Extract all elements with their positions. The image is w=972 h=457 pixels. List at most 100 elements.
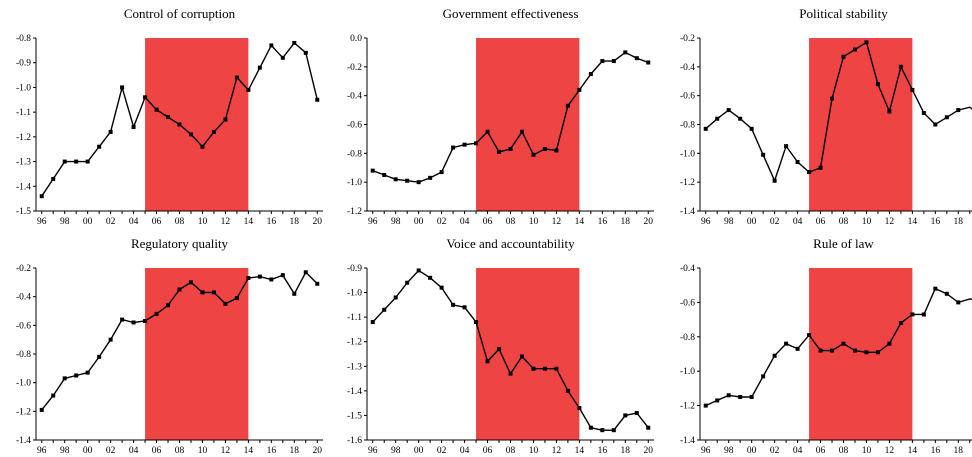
data-point [956,108,961,113]
y-tick-label: 0.0 [350,34,362,44]
x-tick-label: 12 [221,446,231,456]
x-tick-label: 08 [506,217,516,227]
x-tick-label: 96 [701,217,711,227]
data-point [120,317,125,322]
x-tick-label: 06 [483,446,493,456]
data-point [852,47,857,52]
data-point [292,291,297,296]
data-point [154,107,159,112]
x-tick-label: 96 [37,217,47,227]
y-tick-label: -1.4 [680,436,695,446]
x-tick-label: 96 [37,446,47,456]
x-tick-label: 00 [414,446,424,456]
y-tick-label: -1.2 [347,207,362,217]
chart-title: Control of corruption [124,6,236,21]
x-tick-label: 02 [770,446,780,456]
data-point [519,129,524,134]
data-point [497,149,502,154]
data-point [910,312,915,317]
data-point [623,413,628,418]
data-point [542,366,547,371]
data-point [416,180,421,185]
data-point [611,428,616,433]
data-point [841,341,846,346]
data-point [726,108,731,113]
y-tick-label: -0.9 [16,59,31,69]
data-point [497,347,502,352]
data-point [646,425,651,430]
data-point [292,40,297,45]
data-point [519,354,524,359]
x-tick-label: 12 [885,446,895,456]
x-tick-label: 18 [290,217,300,227]
data-point [577,87,582,92]
data-point [51,393,56,398]
data-point [795,159,800,164]
x-tick-label: 02 [437,217,447,227]
y-tick-label: -1.5 [16,207,31,217]
data-point [875,350,880,355]
x-tick-label: 14 [908,446,918,456]
data-point [246,276,251,281]
x-tick-label: 04 [129,446,139,456]
x-tick-label: 18 [621,217,631,227]
x-tick-label: 06 [816,217,826,227]
y-tick-label: -1.0 [347,178,362,188]
data-point [531,152,536,157]
data-point [600,59,605,64]
data-point [485,359,490,364]
y-tick-label: -1.6 [347,436,362,446]
shaded-region [145,38,249,211]
y-tick-label: -1.2 [347,338,362,348]
x-tick-label: 06 [152,446,162,456]
data-point [910,87,915,92]
data-point [738,395,743,399]
x-tick-label: 14 [244,217,254,227]
data-point [738,116,743,121]
data-point [269,277,274,282]
data-point [462,142,467,147]
data-point [772,178,777,183]
data-point [474,141,479,146]
data-point [143,319,148,324]
data-point [108,129,113,134]
data-point [143,95,148,100]
x-tick-label: 08 [506,446,516,456]
x-tick-label: 06 [483,217,493,227]
chart-panel-6: Rule of law -0.4 -0.6 -0.8 -1.0 -1.2 -1.4 96 98 0… [680,236,972,456]
x-tick-label: 14 [908,217,918,227]
data-point [62,159,67,164]
data-point [554,366,559,371]
y-tick-label: -1.0 [680,149,695,159]
data-point [784,144,789,149]
x-tick-label: 16 [598,217,608,227]
x-tick-label: 04 [129,217,139,227]
chart-title: Government effectiveness [443,6,579,21]
x-tick-label: 02 [437,446,447,456]
data-point [772,353,777,358]
x-tick-label: 18 [954,446,964,456]
data-point [154,311,159,316]
chart-title: Rule of law [813,236,874,251]
x-tick-label: 02 [106,446,116,456]
data-point [577,406,582,411]
x-tick-label: 04 [460,446,470,456]
x-tick-label: 16 [267,446,277,456]
data-point [818,348,823,353]
data-point [370,168,375,173]
x-tick-label: 20 [313,217,323,227]
data-point [223,117,228,122]
x-tick-label: 96 [701,446,711,456]
data-point [234,75,239,80]
y-tick-label: -0.6 [347,121,362,131]
data-point [795,346,800,351]
data-point [565,388,570,393]
data-point [944,115,949,120]
x-tick-label: 16 [931,217,941,227]
data-point [405,280,410,285]
x-tick-label: 02 [106,217,116,227]
data-point [382,172,387,177]
y-tick-label: -0.8 [16,350,31,360]
y-tick-label: -1.2 [680,178,695,188]
y-tick-label: -0.6 [680,298,695,308]
